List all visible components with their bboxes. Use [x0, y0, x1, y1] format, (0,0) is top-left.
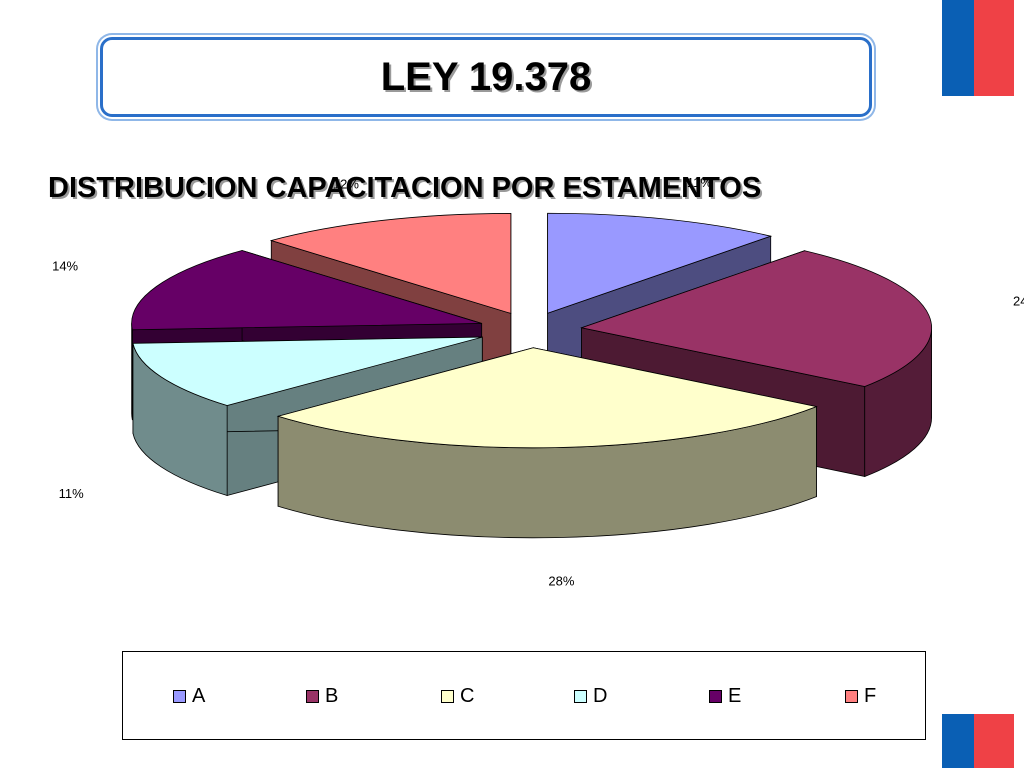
legend-label-C: C: [460, 685, 475, 707]
legend-label-B: B: [325, 685, 339, 707]
slice-D: [132, 336, 483, 406]
pie-top-faces: [131, 212, 932, 449]
legend-label-F: F: [864, 685, 877, 707]
data-label-D: 11%: [59, 486, 84, 501]
chart-legend: A B C D E F: [122, 651, 926, 740]
legend-swatch-D: [574, 689, 587, 703]
flag-decoration-top: [942, 0, 1014, 96]
data-label-C: 28%: [548, 574, 574, 589]
legend-item-B: B: [306, 686, 338, 706]
chart-subtitle: DISTRIBUCION CAPACITACION POR ESTAMENTOS: [48, 172, 762, 204]
legend-item-D: D: [574, 686, 607, 706]
legend-label-A: A: [192, 685, 206, 707]
pie-chart: 11% 24% 28% 11% 14% 12%: [52, 175, 1024, 589]
data-label-F: 12%: [333, 176, 359, 191]
slice-A: [547, 212, 773, 314]
legend-item-E: E: [709, 686, 741, 706]
legend-swatch-F: [845, 689, 858, 703]
page-title: LEY 19.378: [380, 54, 592, 99]
legend-swatch-C: [441, 689, 454, 703]
data-label-B: 24%: [1013, 294, 1024, 309]
slice-E: [131, 250, 482, 331]
legend-label-E: E: [728, 685, 742, 707]
flag-decoration-bottom: [942, 714, 1014, 768]
legend-label-D: D: [593, 685, 608, 707]
slice-B: [580, 250, 932, 387]
pie-data-labels: 11% 24% 28% 11% 14% 12%: [52, 175, 1024, 589]
legend-item-C: C: [441, 686, 474, 706]
legend-swatch-B: [306, 689, 319, 703]
data-label-A: 11%: [687, 175, 712, 190]
legend-item-F: F: [845, 686, 876, 706]
legend-item-A: A: [173, 686, 205, 706]
slice-C: [276, 347, 818, 449]
legend-swatch-E: [709, 689, 722, 703]
data-label-E: 14%: [52, 258, 78, 273]
legend-swatch-A: [173, 689, 186, 703]
title-box: LEY 19.378: [100, 37, 872, 117]
slice-rim-E-0: [131, 323, 133, 420]
slice-F: [269, 213, 512, 314]
